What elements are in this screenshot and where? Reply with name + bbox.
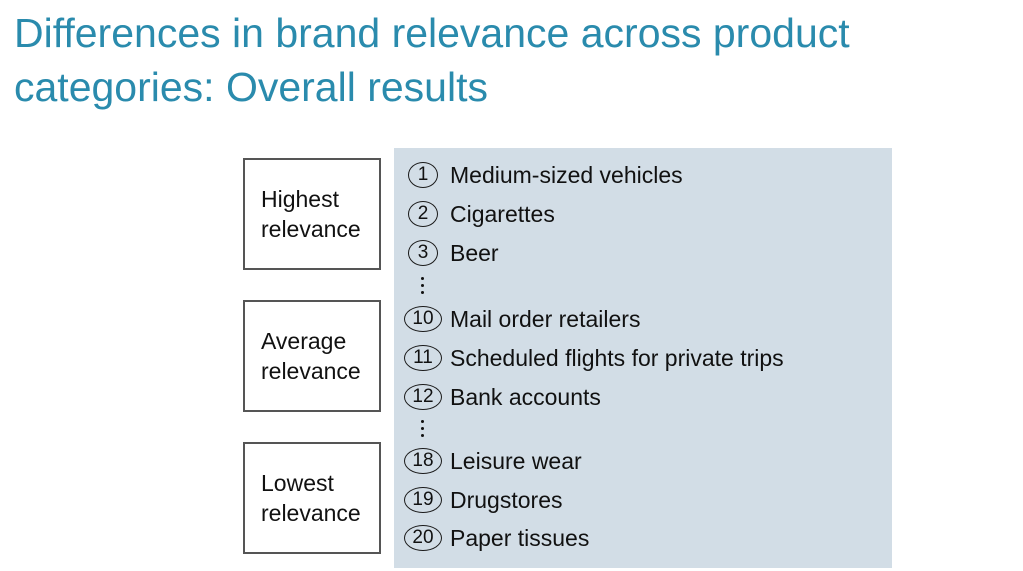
ranked-item: 12 Bank accounts xyxy=(404,380,601,414)
group-label-line1: Highest xyxy=(261,186,339,212)
category-name: Paper tissues xyxy=(450,524,590,551)
ranked-item: 11 Scheduled flights for private trips xyxy=(404,341,784,375)
category-name: Bank accounts xyxy=(450,383,601,410)
group-label-line2: relevance xyxy=(261,500,361,526)
category-name: Leisure wear xyxy=(450,447,582,474)
lowest-relevance-box: Lowest relevance xyxy=(243,442,381,554)
rank-badge: 2 xyxy=(408,201,438,227)
ranked-item: 19 Drugstores xyxy=(404,483,562,517)
group-label-line2: relevance xyxy=(261,216,361,242)
group-label-line1: Average xyxy=(261,328,347,354)
ranked-item: 10 Mail order retailers xyxy=(404,302,640,336)
rank-badge: 11 xyxy=(404,345,442,371)
category-name: Cigarettes xyxy=(450,200,555,227)
ellipsis-vertical-icon xyxy=(420,420,426,441)
group-label-line2: relevance xyxy=(261,358,361,384)
ranked-item: 18 Leisure wear xyxy=(404,444,582,478)
category-name: Beer xyxy=(450,239,499,266)
rank-badge: 3 xyxy=(408,240,438,266)
category-name: Medium-sized vehicles xyxy=(450,161,683,188)
slide-title: Differences in brand relevance across pr… xyxy=(14,10,850,110)
ranked-item: 2 Cigarettes xyxy=(404,197,555,231)
ranked-item: 1 Medium-sized vehicles xyxy=(404,158,683,192)
ranking-panel xyxy=(394,148,892,568)
highest-relevance-box: Highest relevance xyxy=(243,158,381,270)
rank-badge: 20 xyxy=(404,525,442,551)
category-name: Scheduled flights for private trips xyxy=(450,344,784,371)
average-relevance-box: Average relevance xyxy=(243,300,381,412)
rank-badge: 12 xyxy=(404,384,442,410)
category-name: Mail order retailers xyxy=(450,305,641,332)
category-name: Drugstores xyxy=(450,486,563,513)
rank-badge: 18 xyxy=(404,448,442,474)
rank-badge: 1 xyxy=(408,162,438,188)
rank-badge: 19 xyxy=(404,487,442,513)
rank-badge: 10 xyxy=(404,306,442,332)
group-label-line1: Lowest xyxy=(261,470,334,496)
ranked-item: 3 Beer xyxy=(404,236,499,270)
ellipsis-vertical-icon xyxy=(420,277,426,298)
ranked-item: 20 Paper tissues xyxy=(404,521,589,555)
